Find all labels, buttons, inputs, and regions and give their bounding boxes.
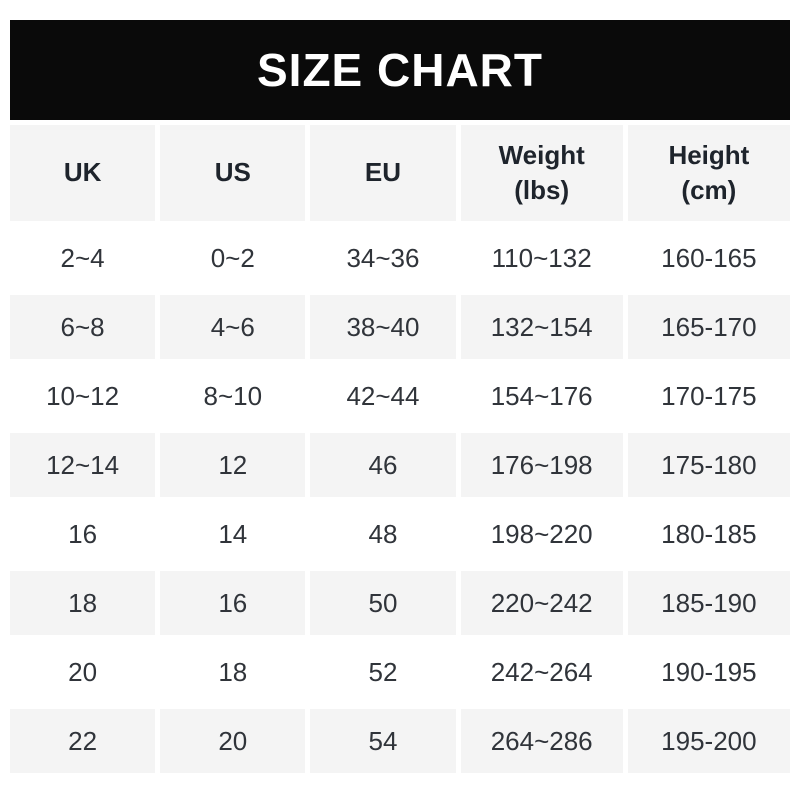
table-row: 20 18 52 242~264 190-195 — [10, 640, 790, 704]
table-header-row: UK US EU Weight (lbs) Height (cm) — [10, 125, 790, 221]
table-cell-weight: 264~286 — [460, 709, 623, 773]
column-header-eu: EU — [310, 125, 456, 221]
table-cell-uk: 20 — [10, 640, 156, 704]
column-header-uk: UK — [10, 125, 156, 221]
table-cell-height: 180-185 — [627, 502, 790, 566]
table-cell-height: 170-175 — [627, 364, 790, 428]
table-cell-us: 12 — [160, 433, 306, 497]
size-chart-table: UK US EU Weight (lbs) Height (cm) 2~4 0~… — [5, 120, 795, 778]
column-header-weight-lbs: Weight (lbs) — [460, 125, 623, 221]
table-cell-us: 14 — [160, 502, 306, 566]
table-row: 12~14 12 46 176~198 175-180 — [10, 433, 790, 497]
table-row: 2~4 0~2 34~36 110~132 160-165 — [10, 226, 790, 290]
table-cell-uk: 6~8 — [10, 295, 156, 359]
table-cell-eu: 54 — [310, 709, 456, 773]
table-cell-weight: 154~176 — [460, 364, 623, 428]
table-cell-eu: 48 — [310, 502, 456, 566]
page-title: SIZE CHART — [257, 44, 543, 96]
table-cell-weight: 198~220 — [460, 502, 623, 566]
size-chart-banner: SIZE CHART — [10, 20, 790, 120]
table-cell-eu: 42~44 — [310, 364, 456, 428]
table-cell-us: 0~2 — [160, 226, 306, 290]
table-cell-uk: 16 — [10, 502, 156, 566]
table-cell-eu: 50 — [310, 571, 456, 635]
table-cell-height: 160-165 — [627, 226, 790, 290]
table-cell-weight: 242~264 — [460, 640, 623, 704]
table-cell-us: 18 — [160, 640, 306, 704]
table-cell-uk: 10~12 — [10, 364, 156, 428]
table-cell-uk: 12~14 — [10, 433, 156, 497]
table-cell-height: 175-180 — [627, 433, 790, 497]
table-cell-height: 165-170 — [627, 295, 790, 359]
table-cell-uk: 18 — [10, 571, 156, 635]
table-cell-uk: 2~4 — [10, 226, 156, 290]
table-cell-us: 4~6 — [160, 295, 306, 359]
table-row: 16 14 48 198~220 180-185 — [10, 502, 790, 566]
table-cell-weight: 132~154 — [460, 295, 623, 359]
table-cell-us: 8~10 — [160, 364, 306, 428]
column-header-us: US — [160, 125, 306, 221]
table-cell-uk: 22 — [10, 709, 156, 773]
table-cell-eu: 46 — [310, 433, 456, 497]
table-cell-us: 20 — [160, 709, 306, 773]
table-row: 10~12 8~10 42~44 154~176 170-175 — [10, 364, 790, 428]
table-cell-eu: 34~36 — [310, 226, 456, 290]
table-cell-weight: 176~198 — [460, 433, 623, 497]
table-row: 18 16 50 220~242 185-190 — [10, 571, 790, 635]
table-cell-us: 16 — [160, 571, 306, 635]
table-cell-weight: 110~132 — [460, 226, 623, 290]
table-row: 6~8 4~6 38~40 132~154 165-170 — [10, 295, 790, 359]
column-header-height-cm: Height (cm) — [627, 125, 790, 221]
table-cell-height: 185-190 — [627, 571, 790, 635]
table-cell-height: 190-195 — [627, 640, 790, 704]
table-cell-weight: 220~242 — [460, 571, 623, 635]
table-row: 22 20 54 264~286 195-200 — [10, 709, 790, 773]
table-cell-eu: 52 — [310, 640, 456, 704]
table-cell-eu: 38~40 — [310, 295, 456, 359]
table-cell-height: 195-200 — [627, 709, 790, 773]
